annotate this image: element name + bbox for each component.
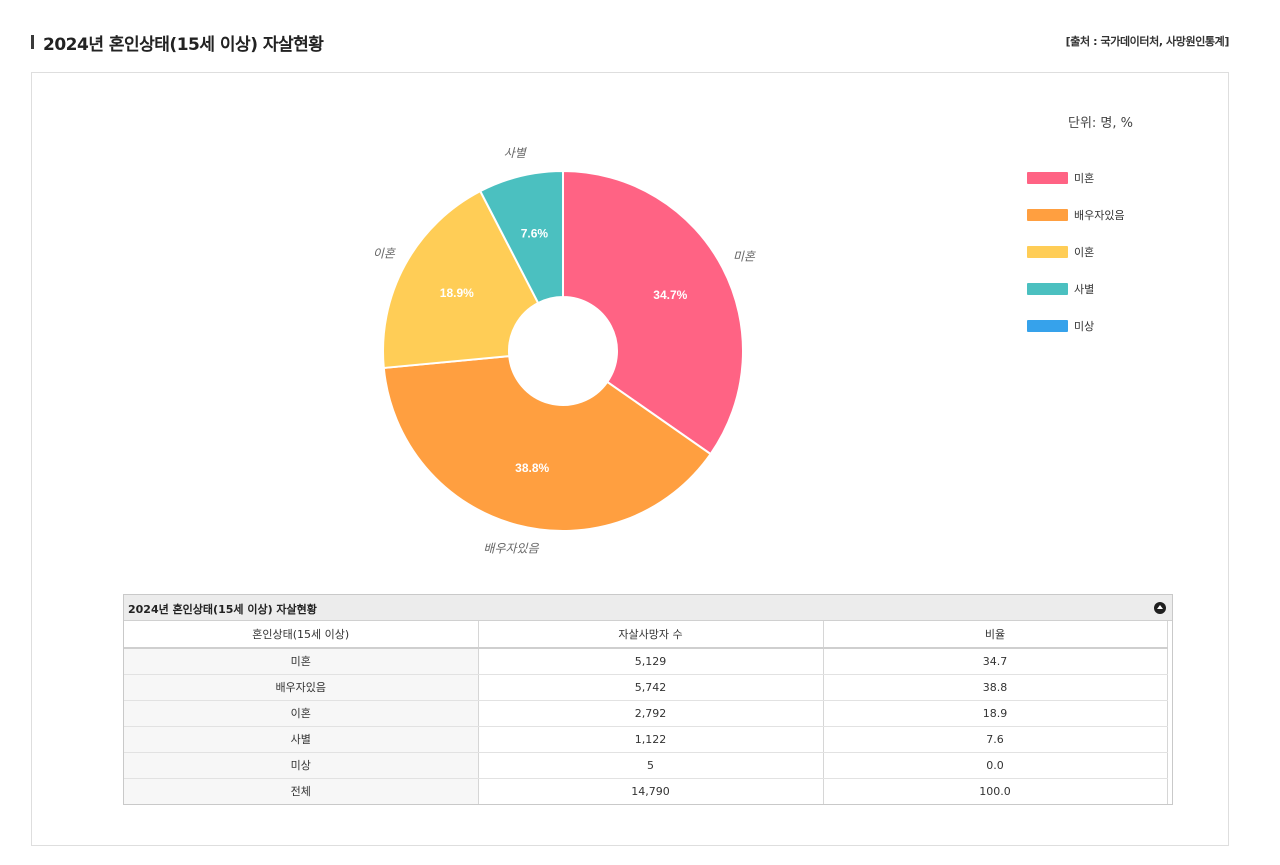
table-cell: 5 — [478, 752, 824, 779]
chart-panel: 34.7% 38.8% 18.9% 7.6% 미혼 배우자있음 이혼 사별 단위: 명, %… — [31, 72, 1229, 846]
legend: 미혼 배우자있음 이혼 사별 미상 — [1027, 170, 1197, 355]
slice-value-label: 38.8% — [515, 461, 549, 475]
table-title: 2024년 혼인상태(15세 이상) 자살현황 — [128, 603, 317, 616]
table-cell: 0.0 — [823, 752, 1168, 779]
data-table-panel: 2024년 혼인상태(15세 이상) 자살현황 혼인상태(15세 이상) 자살사… — [123, 594, 1173, 805]
table-cell: 미혼 — [124, 648, 479, 675]
table-cell: 14,790 — [478, 778, 824, 804]
legend-item-unknown[interactable]: 미상 — [1027, 318, 1197, 355]
table-row: 미상 5 0.0 — [124, 752, 1168, 779]
table-cell: 7.6 — [823, 726, 1168, 753]
legend-label: 이혼 — [1074, 246, 1095, 259]
table-cell: 미상 — [124, 752, 479, 779]
pie-slice[interactable] — [382, 354, 712, 532]
legend-item-unmarried[interactable]: 미혼 — [1027, 170, 1197, 207]
unit-label: 단위: 명, % — [1068, 116, 1134, 131]
table-cell: 1,122 — [478, 726, 824, 753]
legend-swatch — [1027, 320, 1068, 332]
table-row-total: 전체 14,790 100.0 — [124, 778, 1168, 804]
slice-category-label: 미혼 — [733, 250, 757, 264]
table-cell: 18.9 — [823, 700, 1168, 727]
table-cell: 100.0 — [823, 778, 1168, 804]
table-cell: 전체 — [124, 778, 479, 804]
pie-slice[interactable] — [478, 169, 564, 305]
slice-value-label: 34.7% — [653, 288, 687, 302]
slices-group — [382, 169, 744, 532]
data-table: 혼인상태(15세 이상) 자살사망자 수 비율 미혼 5,129 34.7 배우… — [124, 621, 1168, 804]
title-row: 2024년 혼인상태(15세 이상) 자살현황 [출처 : 국가데이터처, 사망… — [31, 28, 1229, 56]
legend-swatch — [1027, 283, 1068, 295]
legend-label: 미상 — [1074, 320, 1095, 333]
table-cell: 34.7 — [823, 648, 1168, 675]
legend-label: 사별 — [1074, 283, 1095, 296]
page-title: 2024년 혼인상태(15세 이상) 자살현황 — [43, 35, 324, 55]
source-note: [출처 : 국가데이터처, 사망원인통계] — [1065, 35, 1230, 48]
title-marker — [31, 35, 34, 49]
table-cell: 이혼 — [124, 700, 479, 727]
column-header: 비율 — [823, 621, 1168, 649]
table-cell: 2,792 — [478, 700, 824, 727]
legend-swatch — [1027, 246, 1068, 258]
column-header: 혼인상태(15세 이상) — [124, 621, 479, 649]
table-cell: 사별 — [124, 726, 479, 753]
table-header-bar: 2024년 혼인상태(15세 이상) 자살현황 — [124, 595, 1172, 621]
slice-value-label: 18.9% — [440, 286, 474, 300]
legend-label: 미혼 — [1074, 172, 1095, 185]
column-header: 자살사망자 수 — [478, 621, 824, 649]
legend-label: 배우자있음 — [1074, 209, 1125, 222]
legend-item-married[interactable]: 배우자있음 — [1027, 207, 1197, 244]
collapse-up-icon[interactable] — [1154, 602, 1166, 614]
slice-category-label: 배우자있음 — [483, 541, 539, 555]
legend-item-widowed[interactable]: 사별 — [1027, 281, 1197, 318]
pie-slice[interactable] — [382, 189, 540, 370]
slice-value-label: 7.6% — [521, 226, 549, 240]
legend-item-divorced[interactable]: 이혼 — [1027, 244, 1197, 281]
legend-swatch — [1027, 209, 1068, 221]
table-cell: 배우자있음 — [124, 674, 479, 701]
table-cell: 5,129 — [478, 648, 824, 675]
slice-category-label: 이혼 — [373, 246, 397, 260]
table-header-row: 혼인상태(15세 이상) 자살사망자 수 비율 — [124, 621, 1168, 649]
pie-slice[interactable] — [562, 169, 744, 456]
table-row: 이혼 2,792 18.9 — [124, 700, 1168, 727]
value-labels-group: 34.7% 38.8% 18.9% 7.6% — [440, 226, 688, 475]
legend-swatch — [1027, 172, 1068, 184]
table-cell: 38.8 — [823, 674, 1168, 701]
table-row: 미혼 5,129 34.7 — [124, 648, 1168, 675]
table-row: 배우자있음 5,742 38.8 — [124, 674, 1168, 701]
table-cell: 5,742 — [478, 674, 824, 701]
slice-category-label: 사별 — [504, 146, 527, 160]
table-row: 사별 1,122 7.6 — [124, 726, 1168, 753]
